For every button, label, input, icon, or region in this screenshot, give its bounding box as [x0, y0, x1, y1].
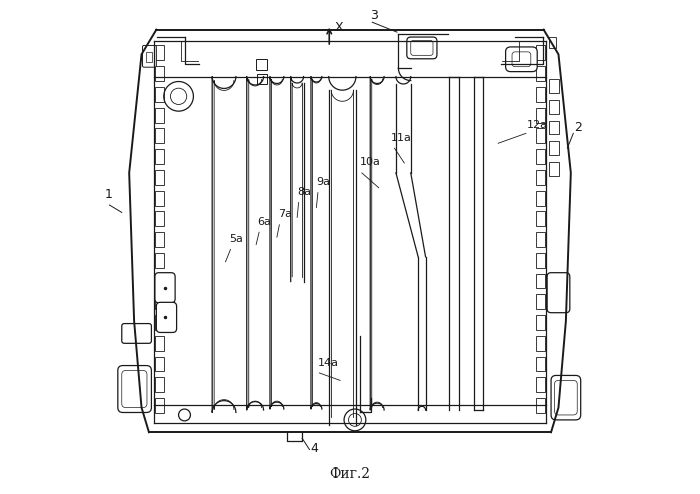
Bar [549, 162, 559, 176]
FancyBboxPatch shape [411, 41, 433, 55]
Bar [549, 79, 559, 93]
FancyBboxPatch shape [122, 324, 151, 343]
Bar [536, 398, 545, 413]
FancyBboxPatch shape [118, 366, 151, 412]
Bar [256, 59, 267, 70]
Text: 10a: 10a [360, 158, 381, 167]
Bar [536, 108, 545, 123]
Bar [549, 100, 559, 114]
FancyBboxPatch shape [551, 375, 581, 420]
Bar [536, 357, 545, 371]
Bar [155, 357, 164, 371]
Bar [536, 170, 545, 185]
Bar [155, 336, 164, 351]
Bar [155, 232, 164, 247]
Bar [257, 74, 267, 84]
Text: X: X [334, 21, 343, 34]
Bar [155, 66, 164, 81]
Text: 11a: 11a [391, 133, 412, 143]
FancyBboxPatch shape [155, 273, 175, 303]
Text: 14а: 14а [318, 358, 339, 368]
FancyBboxPatch shape [156, 302, 176, 332]
Bar [536, 66, 545, 81]
Bar [536, 315, 545, 330]
Bar [536, 294, 545, 309]
FancyBboxPatch shape [547, 273, 570, 313]
Bar [549, 141, 559, 155]
Text: 9a: 9a [316, 177, 330, 187]
Text: 6a: 6a [258, 217, 272, 227]
Text: Фиг.2: Фиг.2 [330, 467, 370, 481]
Text: 3: 3 [370, 9, 377, 22]
FancyBboxPatch shape [143, 45, 156, 67]
Bar [536, 232, 545, 247]
Bar [155, 211, 164, 226]
Bar [549, 37, 556, 48]
Bar [536, 274, 545, 288]
Bar [536, 45, 545, 60]
Bar [155, 191, 164, 206]
Bar [536, 128, 545, 143]
Text: 1: 1 [104, 188, 113, 201]
Text: 2: 2 [574, 121, 582, 134]
Bar [155, 398, 164, 413]
Bar [536, 87, 545, 102]
Bar [146, 52, 153, 62]
Text: 4: 4 [311, 442, 318, 455]
Bar [155, 294, 164, 309]
FancyBboxPatch shape [407, 37, 437, 59]
Text: 8a: 8a [297, 187, 311, 197]
Bar [155, 45, 164, 60]
Bar [155, 170, 164, 185]
Bar [155, 87, 164, 102]
FancyBboxPatch shape [512, 52, 531, 67]
FancyBboxPatch shape [505, 47, 537, 72]
Bar [155, 377, 164, 392]
Text: 12a: 12a [527, 121, 548, 130]
Bar [549, 121, 559, 134]
Bar [155, 108, 164, 123]
Bar [536, 336, 545, 351]
FancyBboxPatch shape [122, 370, 147, 408]
Text: 5a: 5a [229, 234, 243, 244]
Bar [536, 191, 545, 206]
Bar [155, 253, 164, 268]
FancyBboxPatch shape [554, 380, 577, 415]
Bar [536, 211, 545, 226]
Bar [536, 253, 545, 268]
Bar [536, 377, 545, 392]
Bar [155, 149, 164, 164]
Bar [155, 315, 164, 330]
Bar [155, 274, 164, 288]
Text: 7a: 7a [279, 209, 293, 219]
Bar [155, 128, 164, 143]
Bar [536, 149, 545, 164]
